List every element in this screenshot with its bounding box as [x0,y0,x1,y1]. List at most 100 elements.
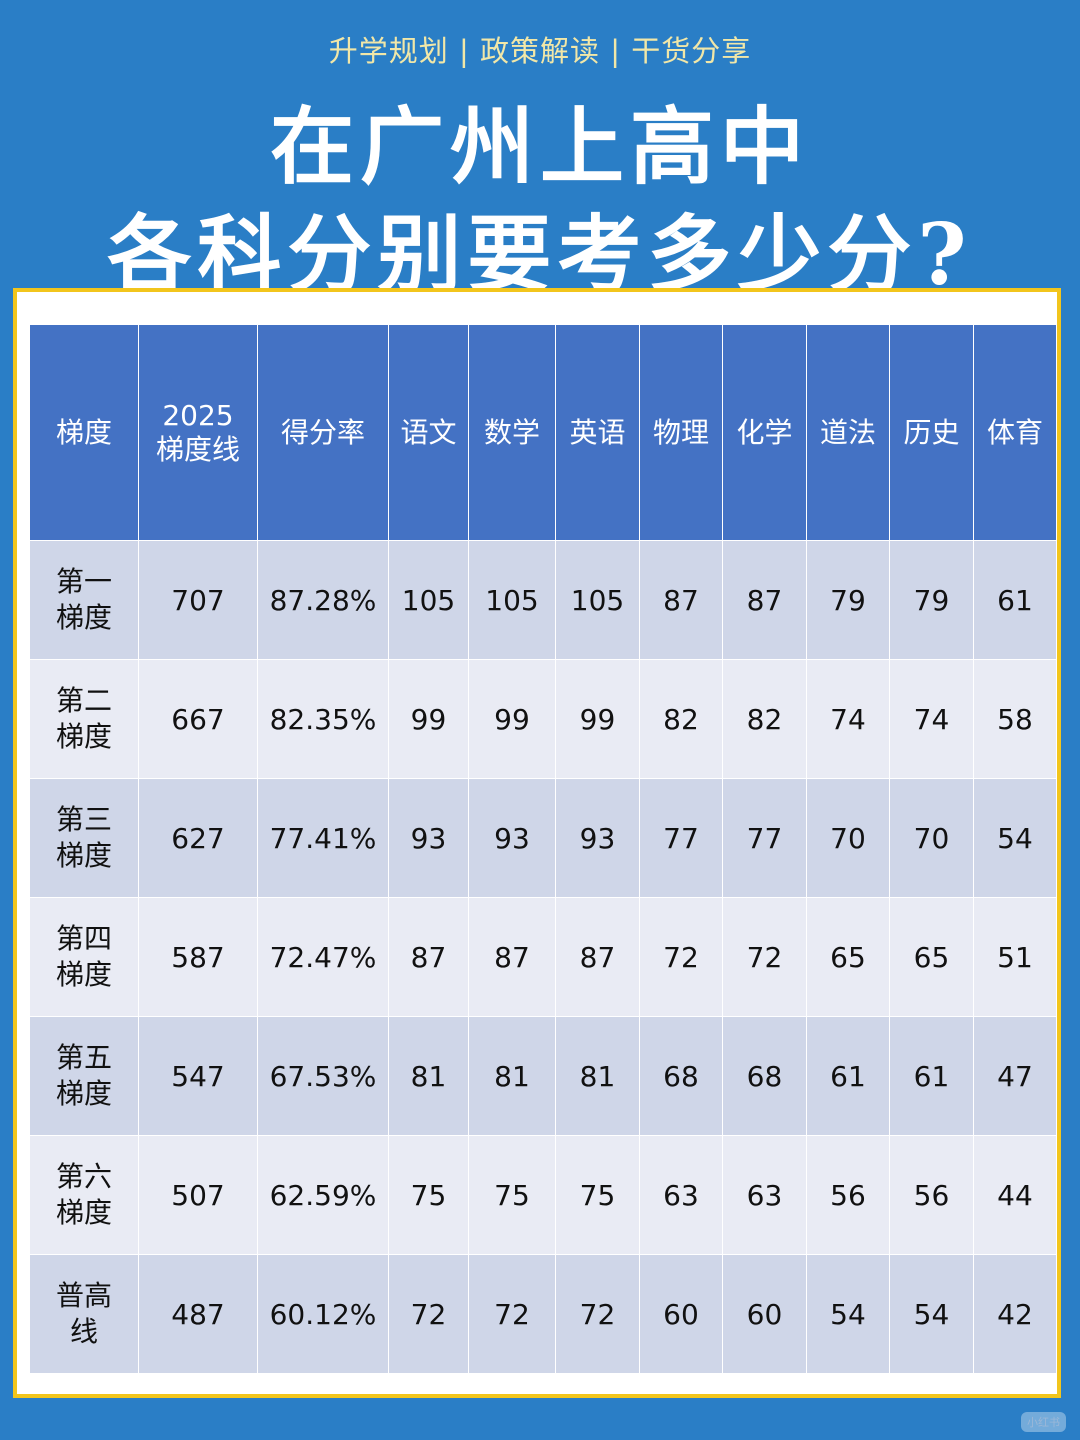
subject-score-math: 87 [468,897,556,1017]
column-header-chinese: 语文 [388,324,469,541]
cutoff-score: 487 [138,1254,258,1374]
subject-score-chemistry: 82 [722,659,807,779]
table-row: 第二 梯度 667 82.35% 99 99 99 82 82 74 74 58 [29,659,1057,779]
subject-score-physics: 82 [639,659,723,779]
subject-score-morality-law: 70 [806,778,890,898]
subject-score-physics: 68 [639,1016,723,1136]
subject-score-pe: 51 [973,897,1057,1017]
subject-score-pe: 44 [973,1135,1057,1255]
subject-score-pe: 42 [973,1254,1057,1374]
subject-score-physics: 72 [639,897,723,1017]
score-table: 梯度 2025 梯度线 得分率 语文 数学 英语 物理 化学 道法 历史 体育 第一 梯度 707 87… [29,324,1057,1374]
column-header-cutoff-2025: 2025 梯度线 [138,324,258,541]
score-rate: 62.59% [257,1135,389,1255]
subject-score-math: 81 [468,1016,556,1136]
subject-score-math: 99 [468,659,556,779]
subject-score-chinese: 75 [388,1135,469,1255]
subject-score-chemistry: 77 [722,778,807,898]
subject-score-pe: 47 [973,1016,1057,1136]
table-panel: 梯度 2025 梯度线 得分率 语文 数学 英语 物理 化学 道法 历史 体育 第一 梯度 707 87… [13,288,1061,1398]
subject-score-chinese: 99 [388,659,469,779]
subject-score-english: 81 [555,1016,640,1136]
table-row: 普高 线 487 60.12% 72 72 72 60 60 54 54 42 [29,1254,1057,1374]
column-header-math: 数学 [468,324,556,541]
subject-score-english: 105 [555,540,640,660]
subject-score-history: 79 [889,540,974,660]
subtitle: 升学规划 | 政策解读 | 干货分享 [328,34,752,68]
subject-score-morality-law: 65 [806,897,890,1017]
subject-score-chinese: 72 [388,1254,469,1374]
subject-score-chemistry: 63 [722,1135,807,1255]
tier-label: 普高 线 [29,1254,139,1374]
subject-score-physics: 87 [639,540,723,660]
table-body: 第一 梯度 707 87.28% 105 105 105 87 87 79 79 61 第二 梯度 66… [29,540,1057,1374]
tier-label: 第六 梯度 [29,1135,139,1255]
subject-score-english: 87 [555,897,640,1017]
cutoff-score: 587 [138,897,258,1017]
tier-label: 第一 梯度 [29,540,139,660]
subject-score-history: 70 [889,778,974,898]
score-rate: 82.35% [257,659,389,779]
column-header-physics: 物理 [639,324,723,541]
subject-score-chemistry: 87 [722,540,807,660]
subject-score-history: 74 [889,659,974,779]
subject-score-physics: 77 [639,778,723,898]
subject-score-english: 99 [555,659,640,779]
subject-score-chinese: 93 [388,778,469,898]
subject-score-chinese: 81 [388,1016,469,1136]
score-rate: 60.12% [257,1254,389,1374]
table-row: 第三 梯度 627 77.41% 93 93 93 77 77 70 70 54 [29,778,1057,898]
table-row: 第五 梯度 547 67.53% 81 81 81 68 68 61 61 47 [29,1016,1057,1136]
subject-score-history: 61 [889,1016,974,1136]
column-header-history: 历史 [889,324,974,541]
cutoff-score: 627 [138,778,258,898]
column-header-chemistry: 化学 [722,324,807,541]
table-row: 第六 梯度 507 62.59% 75 75 75 63 63 56 56 44 [29,1135,1057,1255]
subject-score-morality-law: 79 [806,540,890,660]
cutoff-score: 507 [138,1135,258,1255]
title-line-2: 各科分别要考多少分? [107,205,973,304]
header-row: 梯度 2025 梯度线 得分率 语文 数学 英语 物理 化学 道法 历史 体育 [29,324,1057,541]
subject-score-english: 93 [555,778,640,898]
table-row: 第一 梯度 707 87.28% 105 105 105 87 87 79 79 61 [29,540,1057,660]
score-rate: 77.41% [257,778,389,898]
score-rate: 67.53% [257,1016,389,1136]
subject-score-math: 105 [468,540,556,660]
score-rate: 87.28% [257,540,389,660]
tier-label: 第四 梯度 [29,897,139,1017]
column-header-score-rate: 得分率 [257,324,389,541]
subject-score-chinese: 105 [388,540,469,660]
subject-score-math: 72 [468,1254,556,1374]
subject-score-physics: 60 [639,1254,723,1374]
column-header-morality-law: 道法 [806,324,890,541]
subject-score-math: 93 [468,778,556,898]
subject-score-morality-law: 56 [806,1135,890,1255]
subject-score-morality-law: 74 [806,659,890,779]
score-rate: 72.47% [257,897,389,1017]
subject-score-pe: 58 [973,659,1057,779]
subject-score-morality-law: 54 [806,1254,890,1374]
subject-score-chinese: 87 [388,897,469,1017]
tier-label: 第二 梯度 [29,659,139,779]
subject-score-pe: 54 [973,778,1057,898]
subject-score-english: 72 [555,1254,640,1374]
cutoff-score: 707 [138,540,258,660]
tier-label: 第五 梯度 [29,1016,139,1136]
subject-score-history: 65 [889,897,974,1017]
cutoff-score: 667 [138,659,258,779]
watermark: 小红书 [1021,1412,1066,1432]
tier-label: 第三 梯度 [29,778,139,898]
cutoff-score: 547 [138,1016,258,1136]
subject-score-chemistry: 72 [722,897,807,1017]
title-line-1: 在广州上高中 [269,97,810,196]
subject-score-morality-law: 61 [806,1016,890,1136]
subject-score-history: 56 [889,1135,974,1255]
subject-score-history: 54 [889,1254,974,1374]
subject-score-chemistry: 60 [722,1254,807,1374]
column-header-tier: 梯度 [29,324,139,541]
subject-score-physics: 63 [639,1135,723,1255]
subject-score-pe: 61 [973,540,1057,660]
column-header-english: 英语 [555,324,640,541]
table-row: 第四 梯度 587 72.47% 87 87 87 72 72 65 65 51 [29,897,1057,1017]
subject-score-math: 75 [468,1135,556,1255]
